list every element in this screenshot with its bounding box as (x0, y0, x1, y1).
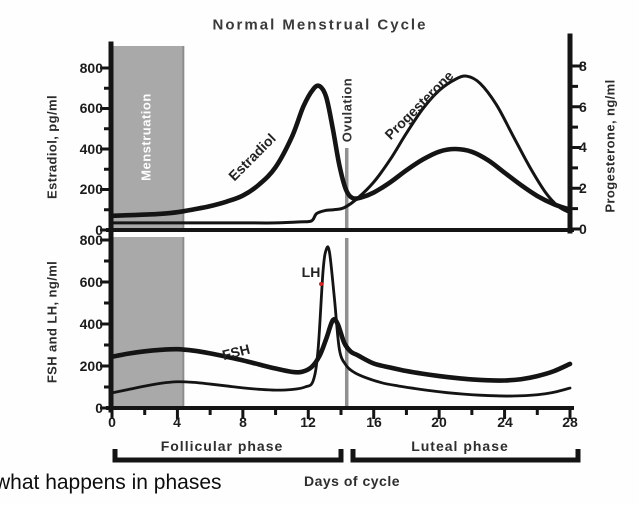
y-tick-label: 400 (79, 316, 103, 332)
x-tick-label: 28 (562, 414, 578, 430)
x-tick-label: 16 (366, 414, 382, 430)
y-tick-label: 600 (79, 100, 103, 116)
ovulation-marker-label: Ovulation (339, 77, 355, 143)
phase-label-luteal: Luteal phase (411, 438, 509, 454)
chart-title: Normal Menstrual Cycle (212, 16, 428, 34)
y-tick-label: 800 (79, 232, 103, 248)
phase-label-follicular: Follicular phase (160, 438, 284, 454)
y-tick-label: 0 (95, 400, 103, 416)
y-tick-label: 8 (579, 58, 587, 74)
y-tick-label: 4 (579, 139, 587, 155)
y-tick-label: 0 (579, 221, 587, 237)
y-tick-label: 6 (579, 99, 587, 115)
y-tick-label: 2 (579, 180, 587, 196)
x-axis-title: Days of cycle (304, 473, 400, 489)
series-label-lh: LH (301, 264, 321, 280)
y-tick-label: 200 (79, 358, 103, 374)
x-tick-label: 24 (497, 414, 513, 430)
y-tick-label: 200 (79, 181, 103, 197)
x-tick-label: 0 (108, 414, 116, 430)
x-tick-label: 4 (173, 414, 181, 430)
y-tick-label: 800 (79, 60, 103, 76)
x-tick-label: 12 (300, 414, 316, 430)
y-axis-label-progesterone: Progesterone, ng/ml (602, 79, 618, 213)
red-cursor-dot (319, 282, 323, 286)
y-tick-label: 600 (79, 274, 103, 290)
annotation-text: what happens in phases (0, 471, 222, 494)
y-tick-label: 0 (95, 222, 103, 238)
menstruation-region-label: Menstruation (138, 93, 154, 181)
x-tick-label: 20 (431, 414, 447, 430)
x-tick-label: 8 (239, 414, 247, 430)
y-tick-label: 400 (79, 141, 103, 157)
